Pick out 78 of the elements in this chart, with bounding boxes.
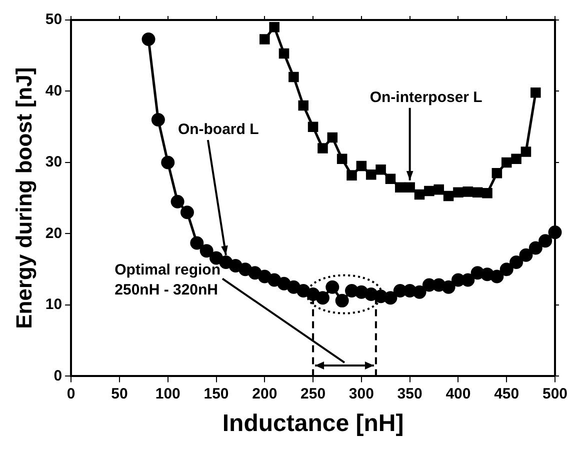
point [376, 164, 386, 175]
point [530, 88, 541, 98]
point [142, 32, 156, 46]
point [228, 259, 242, 273]
point [170, 194, 184, 208]
point [501, 157, 512, 168]
point [442, 280, 456, 294]
x-tick-label: 150 [204, 385, 229, 402]
y-tick-label: 50 [45, 11, 62, 28]
point [316, 291, 330, 305]
point [151, 112, 165, 126]
point [490, 270, 504, 284]
point [318, 143, 328, 154]
point [548, 226, 562, 240]
x-tick-label: 450 [494, 385, 520, 402]
x-tick-label: 0 [66, 385, 76, 402]
x-tick-label: 350 [397, 385, 422, 402]
point [462, 186, 474, 197]
point [395, 182, 406, 193]
point [434, 184, 444, 195]
y-tick-label: 20 [45, 224, 62, 242]
y-tick-label: 30 [45, 154, 62, 171]
point [248, 266, 262, 280]
point [161, 156, 175, 170]
point [260, 34, 270, 44]
point [200, 244, 214, 258]
point [327, 132, 338, 143]
point [482, 188, 492, 198]
point [278, 48, 290, 59]
annotation: On-board L [178, 120, 259, 138]
annotation: On-interposer L [370, 88, 482, 106]
point [269, 22, 280, 32]
point [500, 262, 514, 276]
point [511, 154, 522, 164]
point [366, 169, 376, 180]
point [519, 248, 533, 262]
x-tick-label: 50 [111, 385, 128, 402]
point [286, 280, 300, 294]
point [492, 168, 502, 178]
point [180, 206, 194, 220]
point [336, 154, 348, 164]
point [472, 187, 483, 198]
y-tick-label: 10 [45, 296, 62, 314]
x-tick-label: 300 [348, 385, 374, 402]
point [298, 100, 309, 111]
y-axis-title: Energy during boost [nJ] [11, 67, 36, 329]
point [461, 273, 475, 287]
point [510, 255, 524, 269]
point [412, 285, 426, 299]
point [528, 241, 542, 255]
x-tick-label: 100 [155, 385, 180, 402]
point [453, 187, 464, 198]
point [219, 255, 233, 269]
point [356, 160, 367, 172]
point [443, 190, 454, 202]
x-tick-label: 500 [542, 385, 568, 402]
x-tick-label: 200 [252, 385, 278, 402]
point [346, 170, 357, 180]
point [288, 72, 299, 82]
point [326, 280, 340, 294]
point [210, 251, 224, 265]
y-tick-label: 0 [54, 367, 62, 384]
point [538, 234, 552, 248]
point [335, 294, 349, 308]
point [404, 182, 415, 193]
point [308, 122, 318, 132]
x-axis-title: Inductance [nH] [222, 410, 404, 438]
x-tick-label: 400 [446, 385, 471, 402]
point [414, 189, 425, 200]
point [424, 186, 434, 196]
point [190, 236, 204, 250]
x-tick-label: 250 [300, 385, 326, 402]
annotation: Optimal region 250nH - 320nH [114, 262, 220, 299]
y-tick-label: 40 [45, 82, 62, 100]
point [384, 291, 398, 305]
point [520, 146, 532, 157]
point [268, 273, 282, 287]
point [385, 174, 396, 184]
